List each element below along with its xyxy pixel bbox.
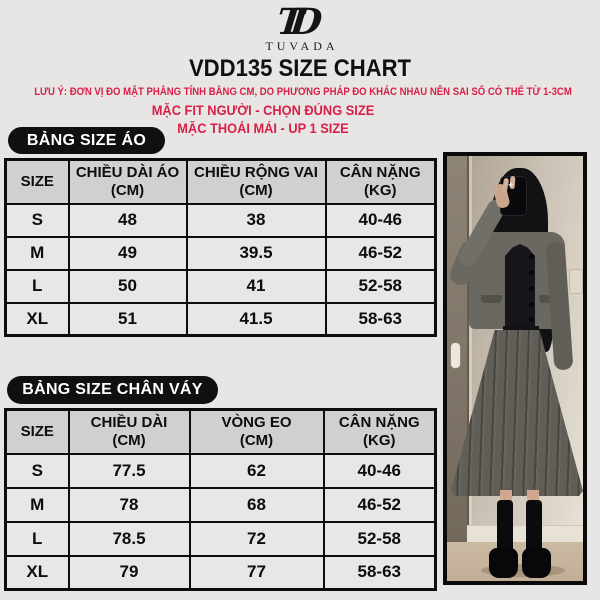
cell: S: [4, 452, 70, 489]
cell: 79: [67, 554, 191, 591]
model-shoe: [522, 548, 551, 578]
brand-logo: TD: [275, 1, 312, 43]
table-row: M 49 39.5 46-52: [4, 235, 437, 271]
brand-name: TUVADA: [265, 39, 339, 53]
table-row: S 48 38 40-46: [4, 202, 437, 238]
col-size: SIZE: [4, 158, 70, 205]
cell: M: [4, 486, 70, 523]
cell: 41: [185, 268, 327, 304]
cell: 40-46: [322, 452, 437, 489]
cell: 58-63: [324, 301, 437, 337]
table-row: M 78 68 46-52: [4, 486, 437, 523]
model-hanging-arm: [545, 241, 574, 371]
cell: XL: [4, 554, 70, 591]
model-sock: [497, 500, 513, 558]
cell: 48: [67, 202, 188, 238]
jacket-pocket-left: [481, 295, 502, 303]
door-handle: [450, 342, 461, 369]
cell: L: [4, 520, 70, 557]
cell: 68: [188, 486, 325, 523]
cell: 72: [188, 520, 325, 557]
table-row: L 78.5 72 52-58: [4, 520, 437, 557]
col-waist: VÒNG EO (CM): [188, 408, 325, 455]
table-row: S 77.5 62 40-46: [4, 452, 437, 489]
model-sock: [526, 500, 542, 558]
table-row: XL 79 77 58-63: [4, 554, 437, 591]
cell: 39.5: [185, 235, 327, 271]
size-table-top: SIZE CHIỀU DÀI ÁO (CM) CHIỀU RỘNG VAI (CM)…: [4, 158, 437, 337]
cell: 78.5: [67, 520, 191, 557]
table-row: L 50 41 52-58: [4, 268, 437, 304]
col-weight: CÂN NẶNG (KG): [322, 408, 437, 455]
jacket-button: [529, 317, 534, 322]
cell: 49: [67, 235, 188, 271]
jacket-button: [529, 254, 534, 259]
col-size: SIZE: [4, 408, 70, 455]
cell: 62: [188, 452, 325, 489]
section-title-top: BẢNG SIZE ÁO: [8, 127, 165, 154]
table-header-row: SIZE CHIỀU DÀI (CM) VÒNG EO (CM) CÂN NẶNG(…: [4, 408, 437, 455]
page-title: VDD135 SIZE CHART: [188, 55, 412, 82]
cell: 77: [188, 554, 325, 591]
notes: LƯU Ý: ĐƠN VỊ ĐO MẶT PHẲNG TÍNH BẰNG CM,…: [0, 85, 572, 137]
baseboard: [467, 525, 583, 543]
model-shoe: [489, 548, 518, 578]
sparkle-icon: ✦: [507, 180, 515, 190]
col-shoulder: CHIỀU RỘNG VAI (CM): [185, 158, 327, 205]
table-header-row: SIZE CHIỀU DÀI ÁO (CM) CHIỀU RỘNG VAI (CM)…: [4, 158, 437, 205]
cell: S: [4, 202, 70, 238]
size-table-skirt: SIZE CHIỀU DÀI (CM) VÒNG EO (CM) CÂN NẶNG(…: [4, 408, 437, 591]
cell: 58-63: [322, 554, 437, 591]
cell: 52-58: [324, 268, 437, 304]
note-measurement: LƯU Ý: ĐƠN VỊ ĐO MẶT PHẲNG TÍNH BẰNG CM,…: [34, 86, 572, 98]
cell: 41.5: [185, 301, 327, 337]
cell: 78: [67, 486, 191, 523]
col-length: CHIỀU DÀI ÁO (CM): [67, 158, 188, 205]
model-photo: ✦: [443, 152, 587, 585]
cell: 38: [185, 202, 327, 238]
header: TD TUVADA VDD135 SIZE CHART: [0, 1, 600, 82]
cell: 51: [67, 301, 188, 337]
jacket-button: [529, 286, 534, 291]
cell: 46-52: [322, 486, 437, 523]
cell: 77.5: [67, 452, 191, 489]
note-fit: MẶC FIT NGƯỜI - CHỌN ĐÚNG SIZE: [151, 103, 375, 118]
col-length: CHIỀU DÀI (CM): [67, 408, 191, 455]
cell: 50: [67, 268, 188, 304]
cell: XL: [4, 301, 70, 337]
jacket-button: [529, 302, 534, 307]
col-weight: CÂN NẶNG (KG): [324, 158, 437, 205]
cell: M: [4, 235, 70, 271]
jacket-button: [529, 270, 534, 275]
table-row: XL 51 41.5 58-63: [4, 301, 437, 337]
section-title-skirt: BẢNG SIZE CHÂN VÁY: [7, 376, 218, 404]
note-comfort: MẶC THOẢI MÁI - UP 1 SIZE: [177, 121, 349, 136]
cell: 46-52: [324, 235, 437, 271]
cell: 40-46: [324, 202, 437, 238]
cell: L: [4, 268, 70, 304]
light-switch: [569, 269, 583, 294]
cell: 52-58: [322, 520, 437, 557]
